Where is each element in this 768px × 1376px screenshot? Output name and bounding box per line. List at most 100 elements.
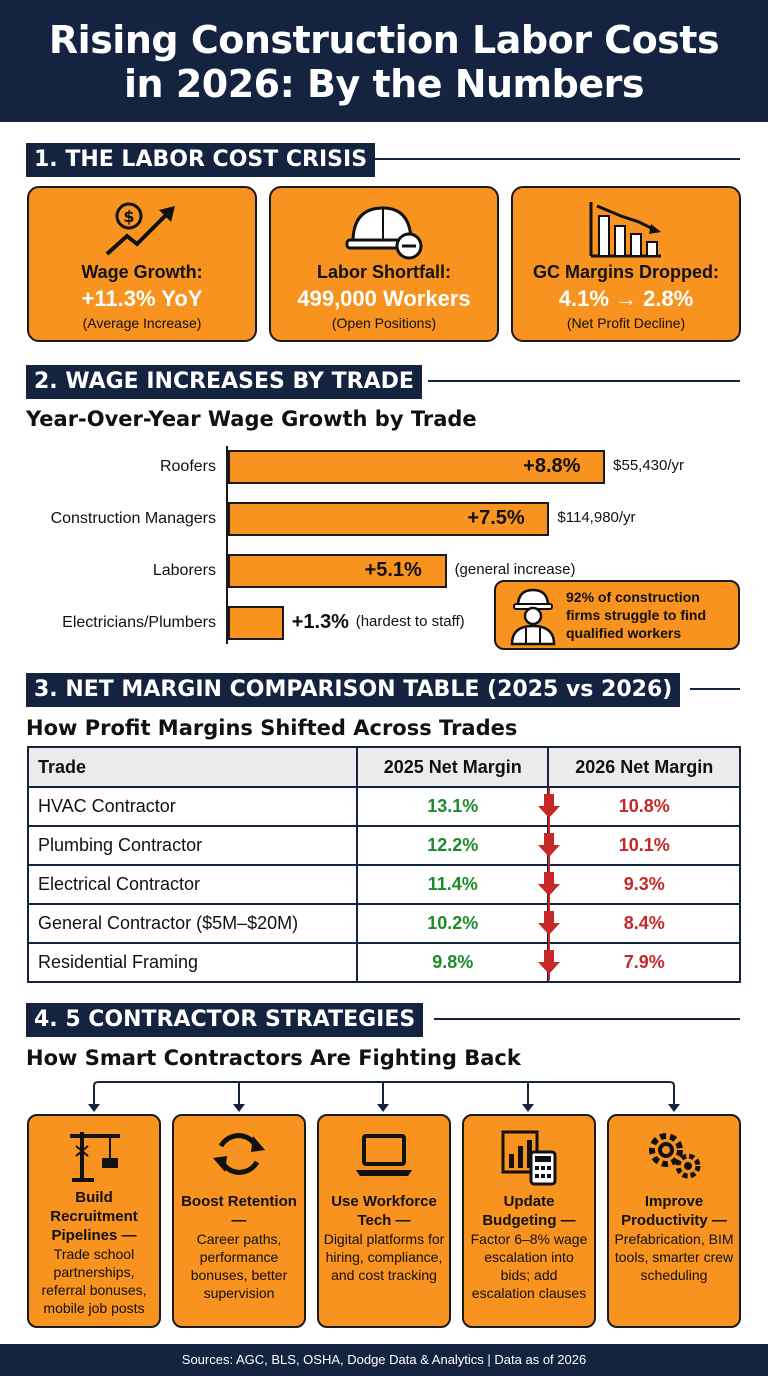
bar-note: $55,430/yr	[613, 457, 685, 474]
strategy-body: Factor 6–8% wage escalation into bids; a…	[470, 1231, 588, 1301]
calculator-icon	[501, 1130, 557, 1186]
bar	[228, 502, 550, 536]
card-note: (Average Increase)	[82, 315, 202, 331]
stat-card-wage-growth: $ Wage Growth: +11.3% YoY (Average Incre…	[27, 186, 257, 342]
strategy-title: Improve Productivity —	[621, 1193, 727, 1229]
bar-category-label: Construction Managers	[50, 510, 216, 527]
gears-icon	[649, 1133, 701, 1179]
strategy-body: Digital platforms for hiring, compliance…	[323, 1231, 445, 1283]
refresh-icon	[213, 1133, 265, 1175]
strategy-title: Boost Retention —	[181, 1193, 297, 1229]
section-3-rule	[690, 688, 740, 690]
table-row: Residential Framing 9.8% 7.9%	[27, 942, 741, 983]
strategy-title: Use Workforce Tech —	[331, 1193, 437, 1229]
trade-cell: Residential Framing	[27, 942, 358, 983]
bar-value-label: +8.8%	[523, 455, 581, 477]
margin-2025-cell: 10.2%	[355, 903, 550, 944]
bar-value-label: +1.3%	[291, 611, 349, 633]
strategy-card-workforce-tech: Use Workforce Tech — Digital platforms fo…	[317, 1114, 451, 1328]
margin-comparison-table: Trade 2025 Net Margin 2026 Net Margin HV…	[27, 746, 741, 983]
margin-2026-cell: 7.9%	[547, 942, 741, 983]
margin-2025-cell: 13.1%	[355, 786, 550, 827]
section-2-title: 2. WAGE INCREASES BY TRADE	[26, 365, 422, 399]
margin-2025-cell: 12.2%	[355, 825, 550, 866]
margin-2025-cell: 11.4%	[355, 864, 550, 905]
table-row: General Contractor ($5M–$20M) 10.2% 8.4%	[27, 903, 741, 944]
margin-2025-cell: 9.8%	[355, 942, 550, 983]
bar-value-label: +7.5%	[467, 507, 525, 529]
trade-cell: Electrical Contractor	[27, 864, 358, 905]
table-subtitle: How Profit Margins Shifted Across Trades	[26, 716, 518, 740]
stat-card-labor-shortfall: Labor Shortfall: 499,000 Workers (Open P…	[269, 186, 499, 342]
money-growth-icon: $	[105, 202, 175, 256]
sources-footer: Sources: AGC, BLS, OSHA, Dodge Data & An…	[0, 1344, 768, 1376]
worker-icon	[510, 588, 556, 646]
chart-axis	[226, 446, 228, 644]
bar	[228, 606, 284, 640]
margin-2026-cell: 10.1%	[547, 825, 741, 866]
margin-2026-cell: 10.8%	[547, 786, 741, 827]
margin-2026-cell: 9.3%	[547, 864, 741, 905]
strategy-title: Update Budgeting —	[482, 1193, 576, 1229]
card-value: 4.1% → 2.8%	[558, 286, 694, 311]
card-label: Labor Shortfall:	[317, 262, 451, 282]
crane-icon	[70, 1132, 120, 1182]
section-4-title: 4. 5 CONTRACTOR STRATEGIES	[26, 1003, 424, 1037]
strategy-text: Build Recruitment Pipelines — Trade schoo…	[33, 1188, 155, 1317]
card-label: Wage Growth:	[81, 262, 203, 282]
table-row: Electrical Contractor 11.4% 9.3%	[27, 864, 741, 905]
strategies-subtitle: How Smart Contractors Are Fighting Back	[26, 1046, 521, 1070]
bar-category-label: Roofers	[159, 458, 216, 475]
strategy-body: Career paths, performance bonuses, bette…	[190, 1231, 288, 1301]
strategy-body: Prefabrication, BIM tools, smarter crew …	[614, 1231, 734, 1283]
section-1-rule	[372, 158, 740, 160]
bar-note: (general increase)	[454, 561, 576, 578]
worker-shortage-callout: 92% of construction firms struggle to fi…	[494, 580, 740, 650]
card-value: 499,000 Workers	[297, 286, 471, 311]
laptop-icon	[356, 1134, 412, 1176]
table-row: HVAC Contractor 13.1% 10.8%	[27, 786, 741, 827]
strategy-card-productivity: Improve Productivity — Prefabrication, BI…	[607, 1114, 741, 1328]
strategy-card-budgeting: Update Budgeting — Factor 6–8% wage escal…	[462, 1114, 596, 1328]
section-3-title: 3. NET MARGIN COMPARISON TABLE (2025 vs …	[26, 673, 681, 707]
table-header-2026: 2026 Net Margin	[547, 746, 741, 788]
table-header-row: Trade 2025 Net Margin 2026 Net Margin	[27, 746, 741, 788]
strategy-card-recruitment: Build Recruitment Pipelines — Trade schoo…	[27, 1114, 161, 1328]
strategy-text: Improve Productivity — Prefabrication, BI…	[613, 1192, 735, 1284]
strategy-card-retention: Boost Retention — Career paths, performan…	[172, 1114, 306, 1328]
card-value: +11.3% YoY	[81, 286, 203, 311]
card-label: GC Margins Dropped:	[532, 262, 719, 282]
card-note: (Net Profit Decline)	[566, 315, 686, 331]
bar	[228, 554, 447, 588]
trade-cell: General Contractor ($5M–$20M)	[27, 903, 358, 944]
page-title-line1: Rising Construction Labor Costs	[48, 18, 720, 62]
trade-cell: Plumbing Contractor	[27, 825, 358, 866]
page-header: Rising Construction Labor Costs in 2026:…	[0, 0, 768, 122]
section-4-rule	[434, 1018, 740, 1020]
strategy-body: Trade school partnerships, referral bonu…	[41, 1246, 147, 1316]
table-header-trade: Trade	[27, 746, 358, 788]
hardhat-minus-icon	[345, 206, 423, 260]
bar-value-label: +5.1%	[364, 559, 422, 581]
bar-category-label: Electricians/Plumbers	[62, 614, 216, 631]
page-title-line2: in 2026: By the Numbers	[124, 62, 644, 106]
callout-text: 92% of construction firms struggle to fi…	[566, 589, 706, 641]
table-row: Plumbing Contractor 12.2% 10.1%	[27, 825, 741, 866]
trade-cell: HVAC Contractor	[27, 786, 358, 827]
bar	[228, 450, 606, 484]
bar-category-label: Laborers	[152, 562, 216, 579]
strategy-title: Build Recruitment Pipelines —	[50, 1189, 138, 1244]
bar-note: $114,980/yr	[557, 509, 636, 526]
stat-card-gc-margins: GC Margins Dropped: 4.1% → 2.8% (Net Pro…	[511, 186, 741, 342]
chart-title: Year-Over-Year Wage Growth by Trade	[26, 407, 477, 431]
table-header-2025: 2025 Net Margin	[355, 746, 550, 788]
section-1-title: 1. THE LABOR COST CRISIS	[26, 143, 376, 177]
strategy-text: Use Workforce Tech — Digital platforms fo…	[323, 1192, 445, 1284]
bar-note: (hardest to staff)	[355, 613, 465, 630]
strategy-text: Boost Retention — Career paths, performan…	[178, 1192, 300, 1302]
svg-text:$: $	[123, 207, 134, 226]
strategy-text: Update Budgeting — Factor 6–8% wage escal…	[468, 1192, 590, 1302]
card-note: (Open Positions)	[331, 315, 437, 331]
margin-2026-cell: 8.4%	[547, 903, 741, 944]
strategy-connector	[88, 1081, 680, 1112]
